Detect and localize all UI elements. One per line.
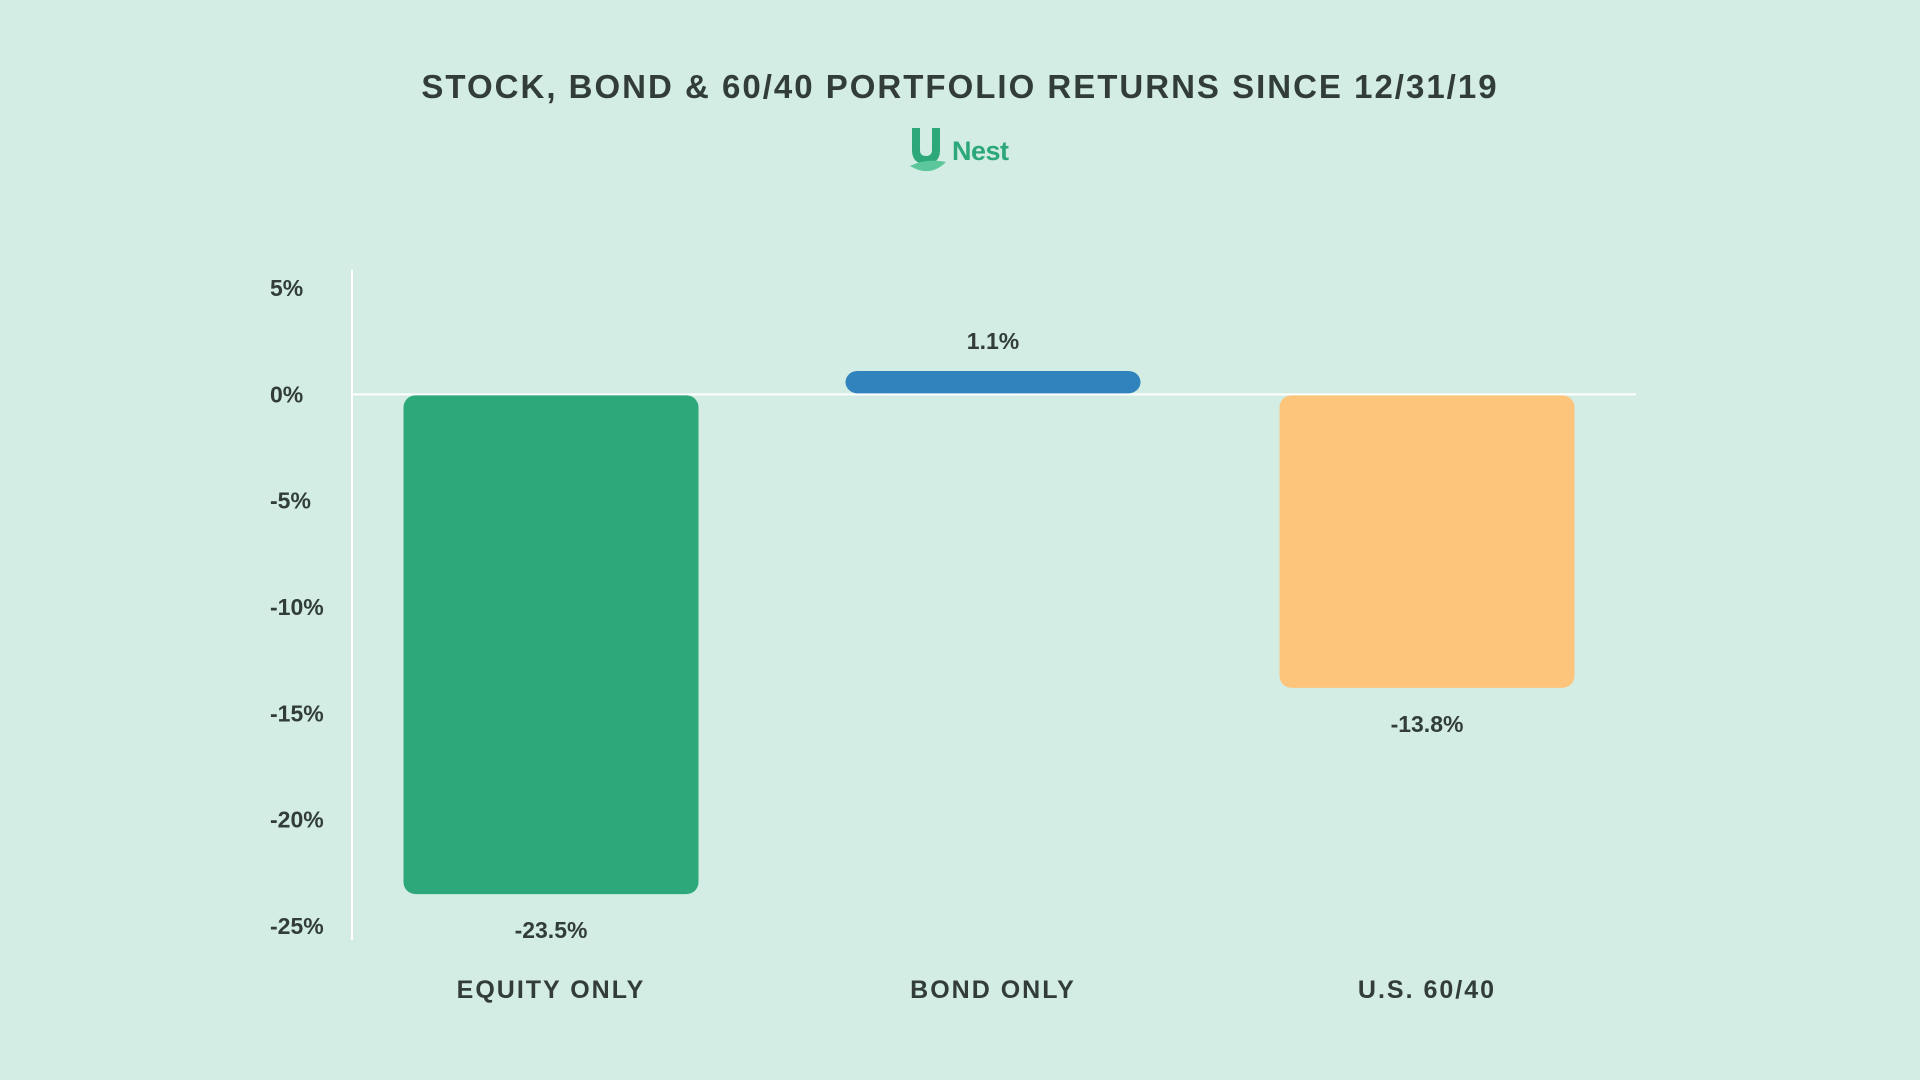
category-labels: EQUITY ONLY BOND ONLY U.S. 60/40: [457, 976, 1496, 1004]
unest-logo-icon: [910, 128, 946, 172]
bars: [403, 370, 1575, 895]
y-tick-label: -5%: [270, 488, 311, 514]
category-label: BOND ONLY: [910, 976, 1076, 1004]
y-tick-label: 5%: [270, 275, 303, 301]
bar-bond-only: [845, 370, 1141, 394]
unest-logo-text: Nest: [952, 136, 1009, 166]
category-label: U.S. 60/40: [1358, 976, 1496, 1004]
y-axis-ticks: 5% 0% -5% -10% -15% -20% -25%: [270, 275, 324, 939]
y-tick-label: 0%: [270, 381, 303, 407]
unest-logo: Nest: [908, 124, 1018, 176]
y-tick-label: -25%: [270, 913, 324, 939]
data-label: 1.1%: [967, 328, 1019, 354]
chart-title: STOCK, BOND & 60/40 PORTFOLIO RETURNS SI…: [421, 68, 1499, 105]
y-tick-label: -20%: [270, 807, 324, 833]
y-tick-label: -10%: [270, 594, 324, 620]
data-label: -13.8%: [1391, 711, 1464, 737]
data-labels: -23.5% 1.1% -13.8%: [515, 328, 1464, 943]
data-label: -23.5%: [515, 917, 588, 943]
category-label: EQUITY ONLY: [457, 976, 646, 1004]
bar-equity-only: [403, 395, 699, 895]
bar-u-s-60-40: [1279, 395, 1575, 688]
y-tick-label: -15%: [270, 700, 324, 726]
